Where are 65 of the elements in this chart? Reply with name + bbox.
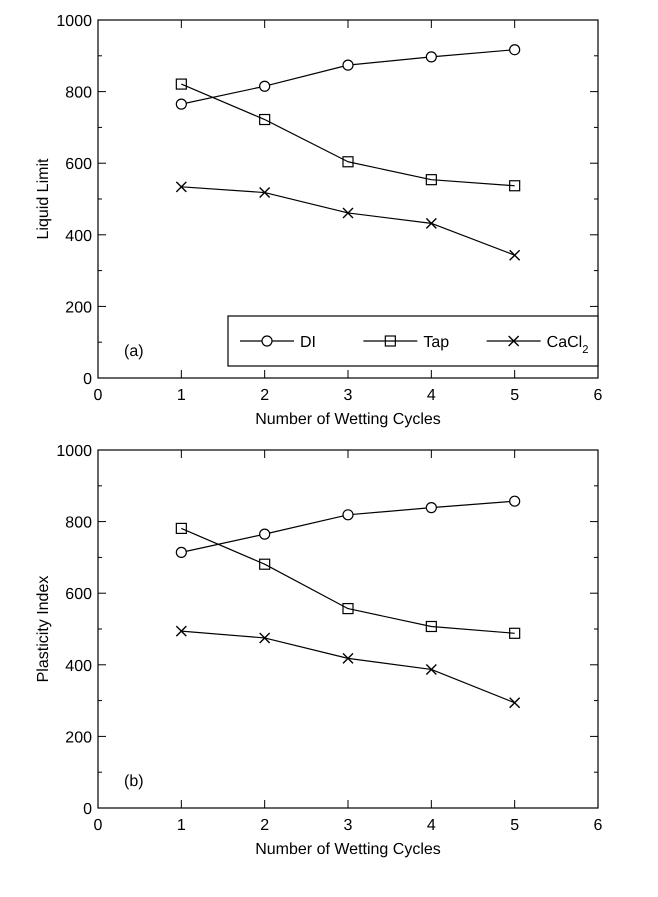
legend-label: CaCl$_{2}$	[546, 334, 588, 356]
annotation: (a)	[124, 343, 144, 360]
legend-label: Tap	[423, 334, 450, 351]
point	[426, 218, 438, 230]
y-tick-label: 0	[83, 801, 92, 818]
point	[176, 78, 187, 90]
point	[426, 502, 437, 514]
point	[509, 44, 520, 56]
y-tick-label: 800	[65, 84, 92, 102]
point	[342, 60, 354, 71]
y-tick-label: 400	[65, 228, 92, 245]
point	[258, 632, 270, 644]
x-tick-label: 1	[176, 387, 186, 404]
point	[176, 625, 188, 637]
y-tick-label: 1000	[56, 13, 92, 30]
point	[508, 250, 520, 261]
point	[176, 98, 187, 110]
y-axis-title: Liquid Limit	[35, 158, 52, 240]
x-tick-label: 6	[594, 817, 603, 834]
x-tick-label: 5	[510, 817, 520, 834]
point	[509, 180, 520, 192]
point	[342, 156, 354, 168]
point	[509, 496, 520, 507]
point	[342, 509, 354, 520]
point	[259, 528, 270, 540]
point	[176, 181, 188, 193]
x-tick-label: 0	[94, 387, 103, 404]
annotation: (b)	[124, 773, 144, 790]
x-tick-label: 1	[176, 817, 186, 834]
x-tick-label: 6	[594, 387, 603, 404]
point	[342, 652, 354, 664]
x-tick-label: 5	[510, 387, 520, 404]
y-tick-label: 600	[65, 156, 92, 174]
y-tick-label: 200	[65, 299, 92, 316]
point	[426, 174, 437, 186]
point	[176, 546, 187, 558]
point	[426, 664, 438, 676]
x-tick-label: 2	[260, 817, 270, 834]
x-tick-label: 2	[260, 387, 270, 404]
x-axis-title: Number of Wetting Cycles	[255, 841, 441, 858]
y-tick-label: 0	[83, 371, 92, 388]
y-axis-title: Plasticity Index	[35, 576, 52, 682]
x-tick-label: 3	[344, 817, 353, 834]
point	[176, 522, 187, 534]
legend-label: DI	[300, 334, 316, 351]
point	[508, 697, 520, 708]
x-tick-label: 3	[344, 387, 353, 404]
x-tick-label: 4	[426, 817, 436, 834]
point	[259, 114, 270, 126]
point	[259, 558, 270, 570]
point	[259, 80, 270, 92]
point	[426, 51, 437, 62]
point	[509, 628, 520, 639]
y-tick-label: 400	[65, 658, 92, 675]
point	[342, 602, 354, 614]
point	[342, 207, 354, 219]
x-tick-label: 0	[94, 817, 103, 834]
point	[426, 620, 437, 632]
y-tick-label: 1000	[56, 443, 92, 460]
y-tick-label: 800	[65, 514, 92, 532]
y-tick-label: 600	[65, 586, 92, 604]
x-tick-label: 4	[426, 387, 436, 404]
y-tick-label: 200	[65, 729, 92, 746]
point	[258, 186, 270, 198]
x-axis-title: Number of Wetting Cycles	[255, 411, 441, 428]
